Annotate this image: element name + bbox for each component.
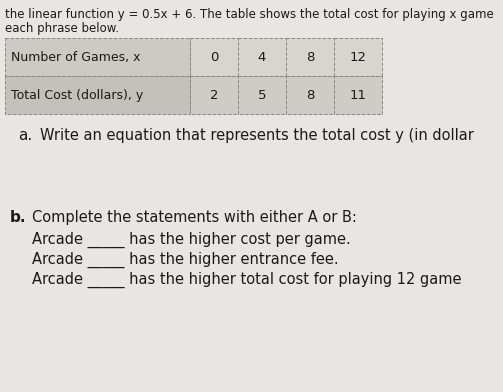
Text: Arcade _____ has the higher entrance fee.: Arcade _____ has the higher entrance fee… <box>32 252 339 268</box>
Text: 11: 11 <box>350 89 367 102</box>
Text: Arcade _____ has the higher total cost for playing 12 game: Arcade _____ has the higher total cost f… <box>32 272 461 288</box>
Text: Complete the statements with either A or B:: Complete the statements with either A or… <box>32 210 357 225</box>
Text: Write an equation that represents the total cost y (in dollar: Write an equation that represents the to… <box>40 128 474 143</box>
Bar <box>5 38 190 76</box>
Bar <box>286 76 334 114</box>
Text: 2: 2 <box>210 89 218 102</box>
Bar <box>334 38 382 76</box>
Bar <box>5 76 190 114</box>
Text: 8: 8 <box>306 51 314 64</box>
Text: each phrase below.: each phrase below. <box>5 22 119 35</box>
Text: 4: 4 <box>258 51 266 64</box>
Bar <box>286 38 334 76</box>
Text: b.: b. <box>10 210 27 225</box>
Text: Number of Games, x: Number of Games, x <box>11 51 140 64</box>
Text: 5: 5 <box>258 89 266 102</box>
Text: Total Cost (dollars), y: Total Cost (dollars), y <box>11 89 143 102</box>
Bar <box>238 38 286 76</box>
Text: the linear function y = 0.5x + 6. The table shows the total cost for playing x g: the linear function y = 0.5x + 6. The ta… <box>5 8 494 21</box>
Bar <box>238 76 286 114</box>
Bar <box>334 76 382 114</box>
Bar <box>190 76 238 114</box>
Text: 8: 8 <box>306 89 314 102</box>
Text: 12: 12 <box>350 51 367 64</box>
Text: Arcade _____ has the higher cost per game.: Arcade _____ has the higher cost per gam… <box>32 232 351 248</box>
Text: 0: 0 <box>210 51 218 64</box>
Bar <box>190 38 238 76</box>
Text: a.: a. <box>18 128 32 143</box>
